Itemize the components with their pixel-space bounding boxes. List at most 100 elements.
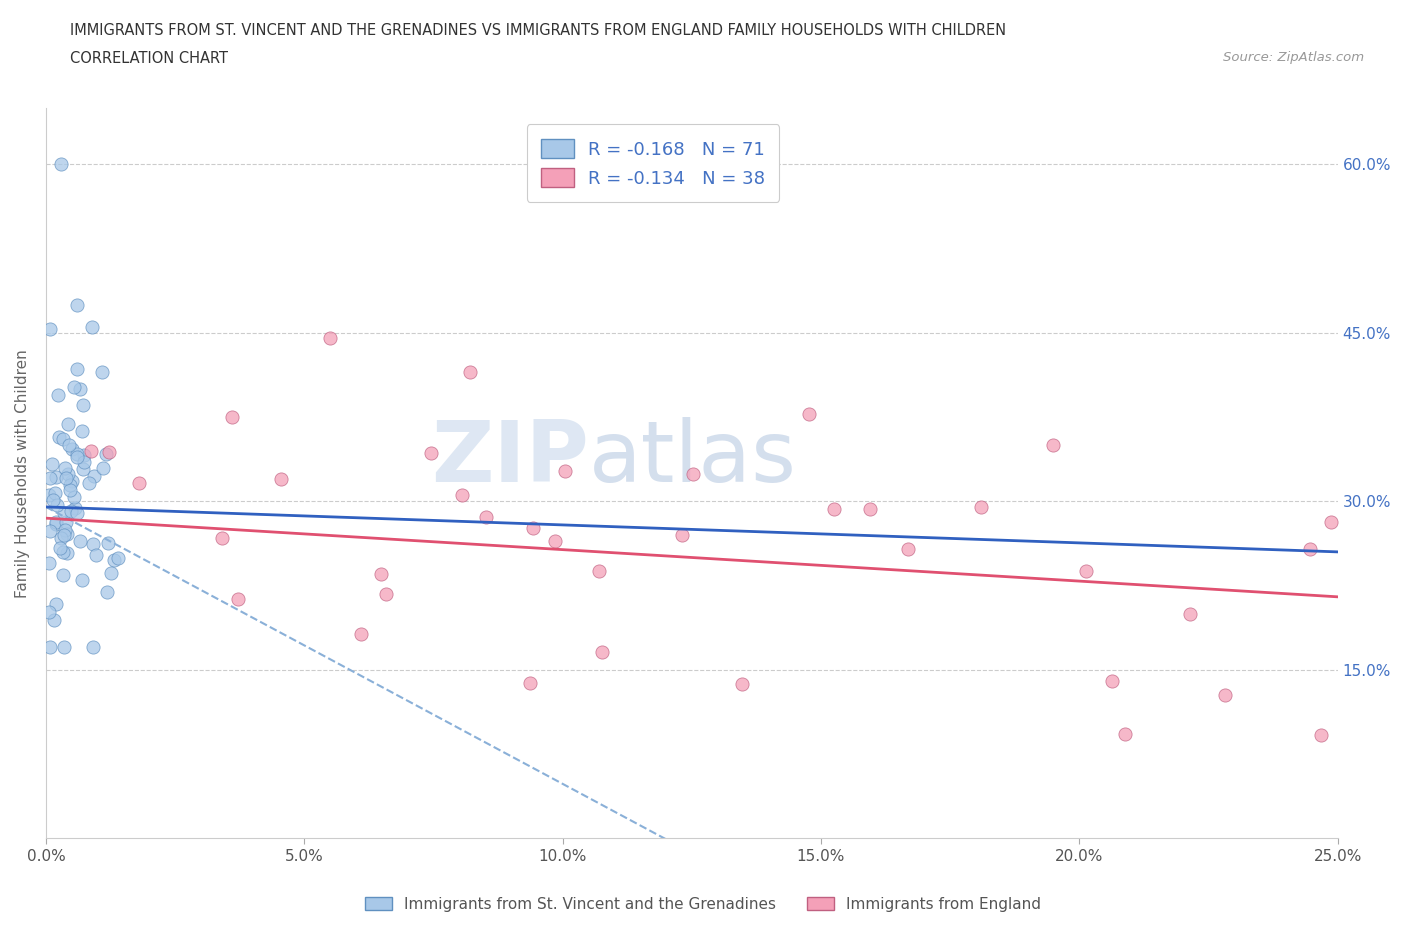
Point xyxy=(55,461,77,476)
Point xyxy=(70,424,93,439)
Point xyxy=(451,487,474,502)
Point xyxy=(1101,674,1123,689)
Point xyxy=(45,470,67,485)
Point xyxy=(59,504,82,519)
Point xyxy=(544,533,567,548)
Point xyxy=(73,448,96,463)
Point xyxy=(221,409,243,424)
Point xyxy=(91,365,114,379)
Text: atlas: atlas xyxy=(589,418,796,500)
Point xyxy=(46,498,69,512)
Point xyxy=(45,596,67,611)
Point xyxy=(128,475,150,490)
Point xyxy=(86,548,108,563)
Point xyxy=(103,552,125,567)
Point xyxy=(66,449,89,464)
Point xyxy=(70,572,93,587)
Point xyxy=(45,514,67,529)
Point xyxy=(1042,438,1064,453)
Point xyxy=(42,493,65,508)
Point xyxy=(72,455,94,470)
Point xyxy=(1299,541,1322,556)
Point xyxy=(55,471,77,485)
Point xyxy=(419,445,441,460)
Point xyxy=(77,476,100,491)
Point xyxy=(66,446,89,461)
Point xyxy=(96,584,118,599)
Point xyxy=(66,362,89,377)
Point xyxy=(53,522,76,537)
Point xyxy=(39,640,62,655)
Point xyxy=(55,515,77,530)
Point xyxy=(39,322,62,337)
Point xyxy=(41,457,63,472)
Point xyxy=(58,467,80,482)
Point xyxy=(475,510,498,525)
Point xyxy=(49,530,72,545)
Point xyxy=(82,639,104,654)
Point xyxy=(69,381,91,396)
Point xyxy=(671,527,693,542)
Point xyxy=(226,591,249,606)
Text: CORRELATION CHART: CORRELATION CHART xyxy=(70,51,228,66)
Point xyxy=(1178,606,1201,621)
Y-axis label: Family Households with Children: Family Households with Children xyxy=(15,349,30,598)
Point xyxy=(69,533,91,548)
Point xyxy=(94,446,117,461)
Point xyxy=(897,541,920,556)
Point xyxy=(38,555,60,570)
Point xyxy=(52,567,75,582)
Point xyxy=(52,544,75,559)
Point xyxy=(63,379,86,394)
Point xyxy=(370,566,392,581)
Legend: R = -0.168   N = 71, R = -0.134   N = 38: R = -0.168 N = 71, R = -0.134 N = 38 xyxy=(527,125,779,202)
Point xyxy=(1074,564,1097,578)
Point xyxy=(98,445,121,459)
Point xyxy=(1319,515,1341,530)
Point xyxy=(97,536,120,551)
Point xyxy=(66,505,89,520)
Point xyxy=(458,365,481,379)
Point xyxy=(63,500,86,515)
Point xyxy=(44,613,66,628)
Point xyxy=(56,417,79,432)
Point xyxy=(375,586,398,601)
Point xyxy=(44,485,66,500)
Point xyxy=(44,516,66,531)
Point xyxy=(859,501,882,516)
Point xyxy=(107,551,129,565)
Text: IMMIGRANTS FROM ST. VINCENT AND THE GRENADINES VS IMMIGRANTS FROM ENGLAND FAMILY: IMMIGRANTS FROM ST. VINCENT AND THE GREN… xyxy=(70,23,1007,38)
Point xyxy=(56,546,79,561)
Point xyxy=(53,528,76,543)
Point xyxy=(211,531,233,546)
Point xyxy=(100,566,122,581)
Point xyxy=(48,429,70,444)
Point xyxy=(731,676,754,691)
Point xyxy=(1213,688,1236,703)
Point xyxy=(51,157,73,172)
Point xyxy=(270,472,292,486)
Point xyxy=(63,489,86,504)
Point xyxy=(588,564,610,578)
Text: Source: ZipAtlas.com: Source: ZipAtlas.com xyxy=(1223,51,1364,64)
Point xyxy=(72,397,94,412)
Point xyxy=(82,537,104,551)
Point xyxy=(56,526,79,541)
Point xyxy=(46,387,69,402)
Point xyxy=(48,540,70,555)
Point xyxy=(39,523,62,538)
Point xyxy=(350,627,373,642)
Point xyxy=(823,501,845,516)
Point xyxy=(38,604,60,619)
Point xyxy=(60,442,83,457)
Point xyxy=(59,477,82,492)
Point xyxy=(58,438,80,453)
Point xyxy=(83,469,105,484)
Point xyxy=(52,432,75,446)
Point xyxy=(591,644,613,659)
Point xyxy=(797,406,820,421)
Point xyxy=(682,467,704,482)
Point xyxy=(52,505,75,520)
Point xyxy=(59,483,82,498)
Point xyxy=(60,473,83,488)
